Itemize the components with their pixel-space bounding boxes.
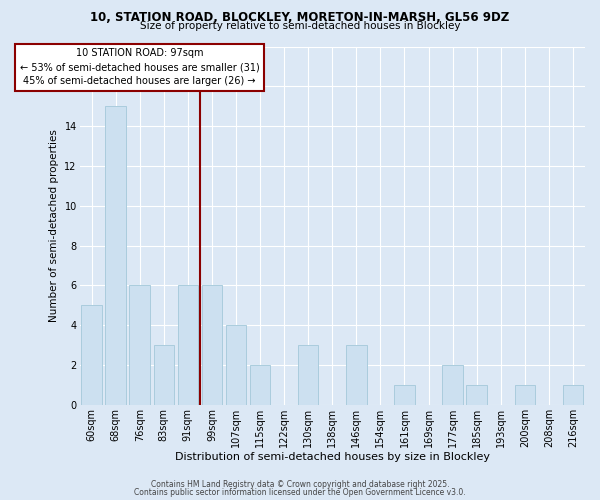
Text: Contains HM Land Registry data © Crown copyright and database right 2025.: Contains HM Land Registry data © Crown c… (151, 480, 449, 489)
Bar (82, 306, 102, 405)
Text: Size of property relative to semi-detached houses in Blockley: Size of property relative to semi-detach… (140, 21, 460, 31)
Bar (563, 385, 583, 405)
Text: 10, STATION ROAD, BLOCKLEY, MORETON-IN-MARSH, GL56 9DZ: 10, STATION ROAD, BLOCKLEY, MORETON-IN-M… (91, 11, 509, 24)
Bar (202, 286, 222, 405)
Bar (130, 286, 150, 405)
Bar (298, 345, 319, 405)
Bar (442, 365, 463, 405)
Bar (466, 385, 487, 405)
Bar (515, 385, 535, 405)
X-axis label: Distribution of semi-detached houses by size in Blockley: Distribution of semi-detached houses by … (175, 452, 490, 462)
Bar (154, 345, 174, 405)
Bar (178, 286, 198, 405)
Y-axis label: Number of semi-detached properties: Number of semi-detached properties (49, 129, 59, 322)
Text: Contains public sector information licensed under the Open Government Licence v3: Contains public sector information licen… (134, 488, 466, 497)
Bar (250, 365, 270, 405)
Bar (106, 106, 126, 405)
Bar (226, 325, 246, 405)
Bar (394, 385, 415, 405)
Bar (346, 345, 367, 405)
Text: 10 STATION ROAD: 97sqm
← 53% of semi-detached houses are smaller (31)
45% of sem: 10 STATION ROAD: 97sqm ← 53% of semi-det… (20, 48, 260, 86)
